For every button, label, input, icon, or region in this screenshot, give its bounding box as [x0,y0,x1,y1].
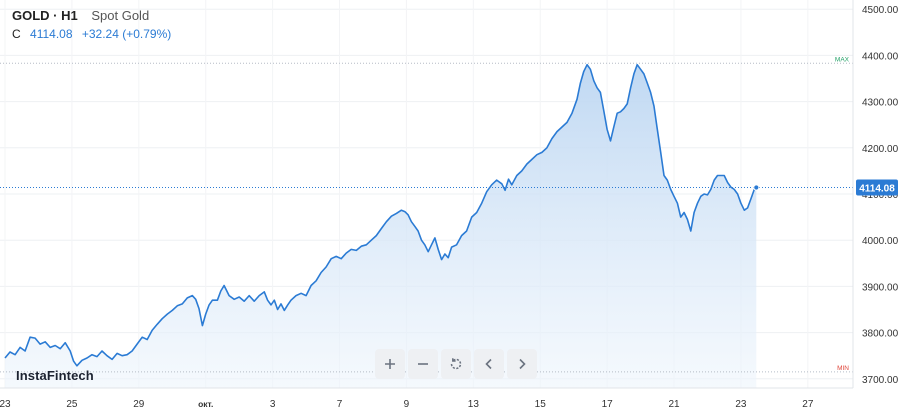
x-axis: 23 25 29 окт. 3 7 9 13 15 17 21 23 27 [0,387,853,410]
chevron-left-icon [485,358,492,370]
y-tick-label: 3900.00 [862,282,899,293]
scroll-back-button[interactable] [474,349,504,379]
instrument-description: Spot Gold [91,8,150,23]
x-tick-label: 23 [0,399,11,410]
last-price-marker: 4114.08 [753,179,898,196]
y-axis: 3700.00 3800.00 3900.00 4000.00 4100.00 4200.… [852,0,899,388]
x-tick-label: 23 [735,399,747,410]
chart-header: GOLD · H1 Spot Gold C 4114.08 +32.24 (+0… [12,8,171,41]
zoom-in-button[interactable] [375,349,405,379]
max-label: MAX [835,56,850,63]
price-area-fill [5,64,757,388]
price-line-group [4,63,757,367]
y-tick-label: 4200.00 [862,144,899,155]
x-tick-label: 25 [66,399,78,410]
price-area [5,64,757,388]
chevron-right-icon [519,358,526,370]
y-tick-label: 4100.00 [862,190,899,201]
x-tick-label: 21 [668,399,680,410]
y-tick-label: 4500.00 [862,5,899,16]
y-tick-label: 3800.00 [862,329,899,340]
reset-icon [450,358,462,370]
reset-button[interactable] [441,349,471,379]
scroll-forward-button[interactable] [507,349,537,379]
close-label: C [12,27,21,41]
plus-icon [385,359,395,369]
x-tick-label: 29 [133,399,145,410]
zoom-out-button[interactable] [408,349,438,379]
last-price-badge [856,179,898,196]
x-tick-label: 27 [802,399,814,410]
x-tick-label: 7 [337,399,343,410]
y-tick-label: 4400.00 [862,51,899,62]
last-price-badge-text: 4114.08 [859,183,895,194]
brand-logo: InstaFintech [16,368,94,383]
x-tick-label: 15 [535,399,547,410]
close-value: 4114.08 [30,27,73,41]
x-tick-label: 17 [602,399,614,410]
price-line [4,63,757,367]
y-tick-label: 3700.00 [862,375,899,386]
last-point-dot [753,184,760,191]
x-tick-label: окт. [198,399,213,409]
x-tick-label: 3 [270,399,276,410]
min-label: MIN [837,365,849,372]
y-tick-label: 4300.00 [862,98,899,109]
price-change: +32.24 (+0.79%) [81,27,172,41]
symbol-label: GOLD · H1 [12,8,78,23]
y-tick-label: 4000.00 [862,236,899,247]
minus-icon [418,363,428,365]
x-tick-label: 13 [468,399,480,410]
chart-toolbar [375,349,537,379]
x-tick-label: 9 [404,399,410,410]
